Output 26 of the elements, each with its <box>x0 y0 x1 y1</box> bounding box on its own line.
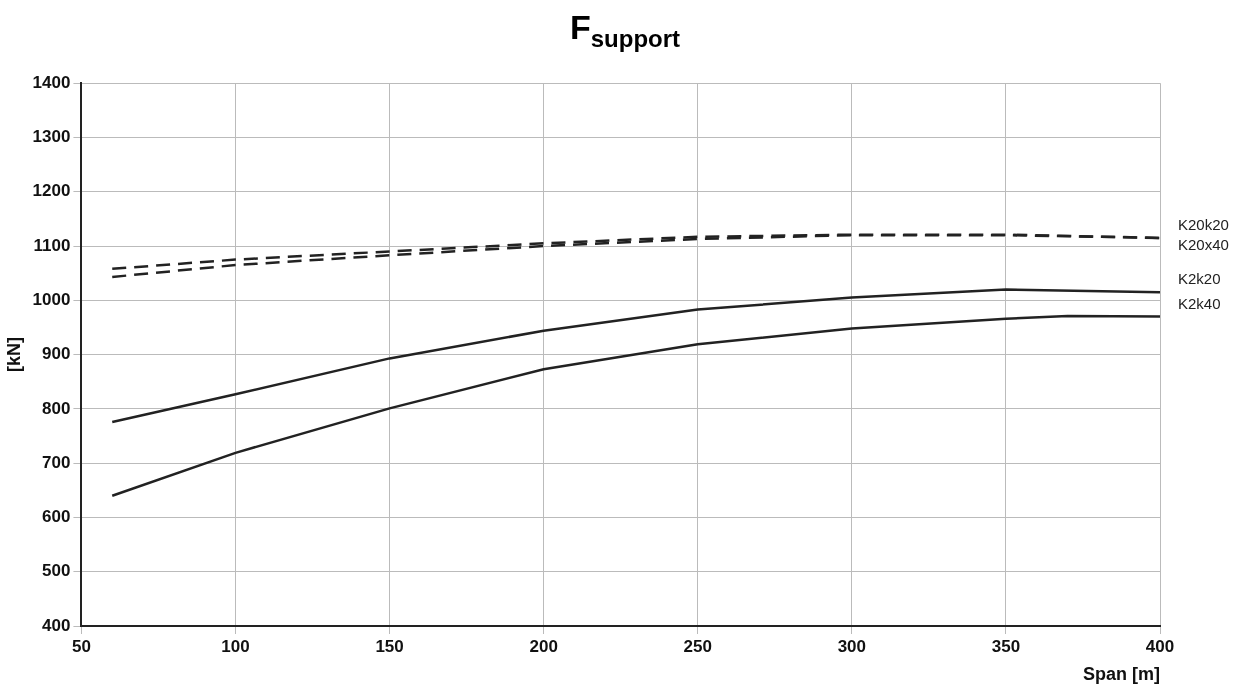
y-tick-label: 400 <box>42 615 71 635</box>
y-tick-label: 600 <box>42 507 71 527</box>
x-tick-label: 250 <box>683 636 712 656</box>
chart-title: F$_{support}$ <box>568 8 682 53</box>
series-label: K2k20 <box>1178 270 1221 288</box>
y-axis-title: [kN] <box>3 337 24 373</box>
y-tick-label: 800 <box>42 398 71 418</box>
x-tick-label: 50 <box>71 636 91 656</box>
y-tick-label: 1100 <box>33 235 71 255</box>
x-tick-label: 350 <box>991 636 1021 656</box>
x-tick-label: 300 <box>837 636 867 656</box>
y-tick-label: 1200 <box>32 181 71 201</box>
y-tick-label: 700 <box>42 452 71 472</box>
x-axis-title: Span [m] <box>1082 664 1160 685</box>
y-tick-label: 900 <box>42 344 71 364</box>
x-tick-label: 100 <box>221 636 250 656</box>
series-label: K2k40 <box>1178 294 1221 312</box>
series-label: K20x40 <box>1178 236 1229 254</box>
x-tick-label: 150 <box>375 636 404 656</box>
x-tick-label: 400 <box>1145 636 1175 656</box>
y-tick-label: 500 <box>42 561 71 581</box>
y-tick-label: 1300 <box>32 127 71 147</box>
y-tick-label: 1000 <box>32 290 71 310</box>
series-label: K20k20 <box>1178 216 1229 234</box>
y-tick-label: 1400 <box>32 72 71 92</box>
x-tick-label: 200 <box>529 636 558 656</box>
